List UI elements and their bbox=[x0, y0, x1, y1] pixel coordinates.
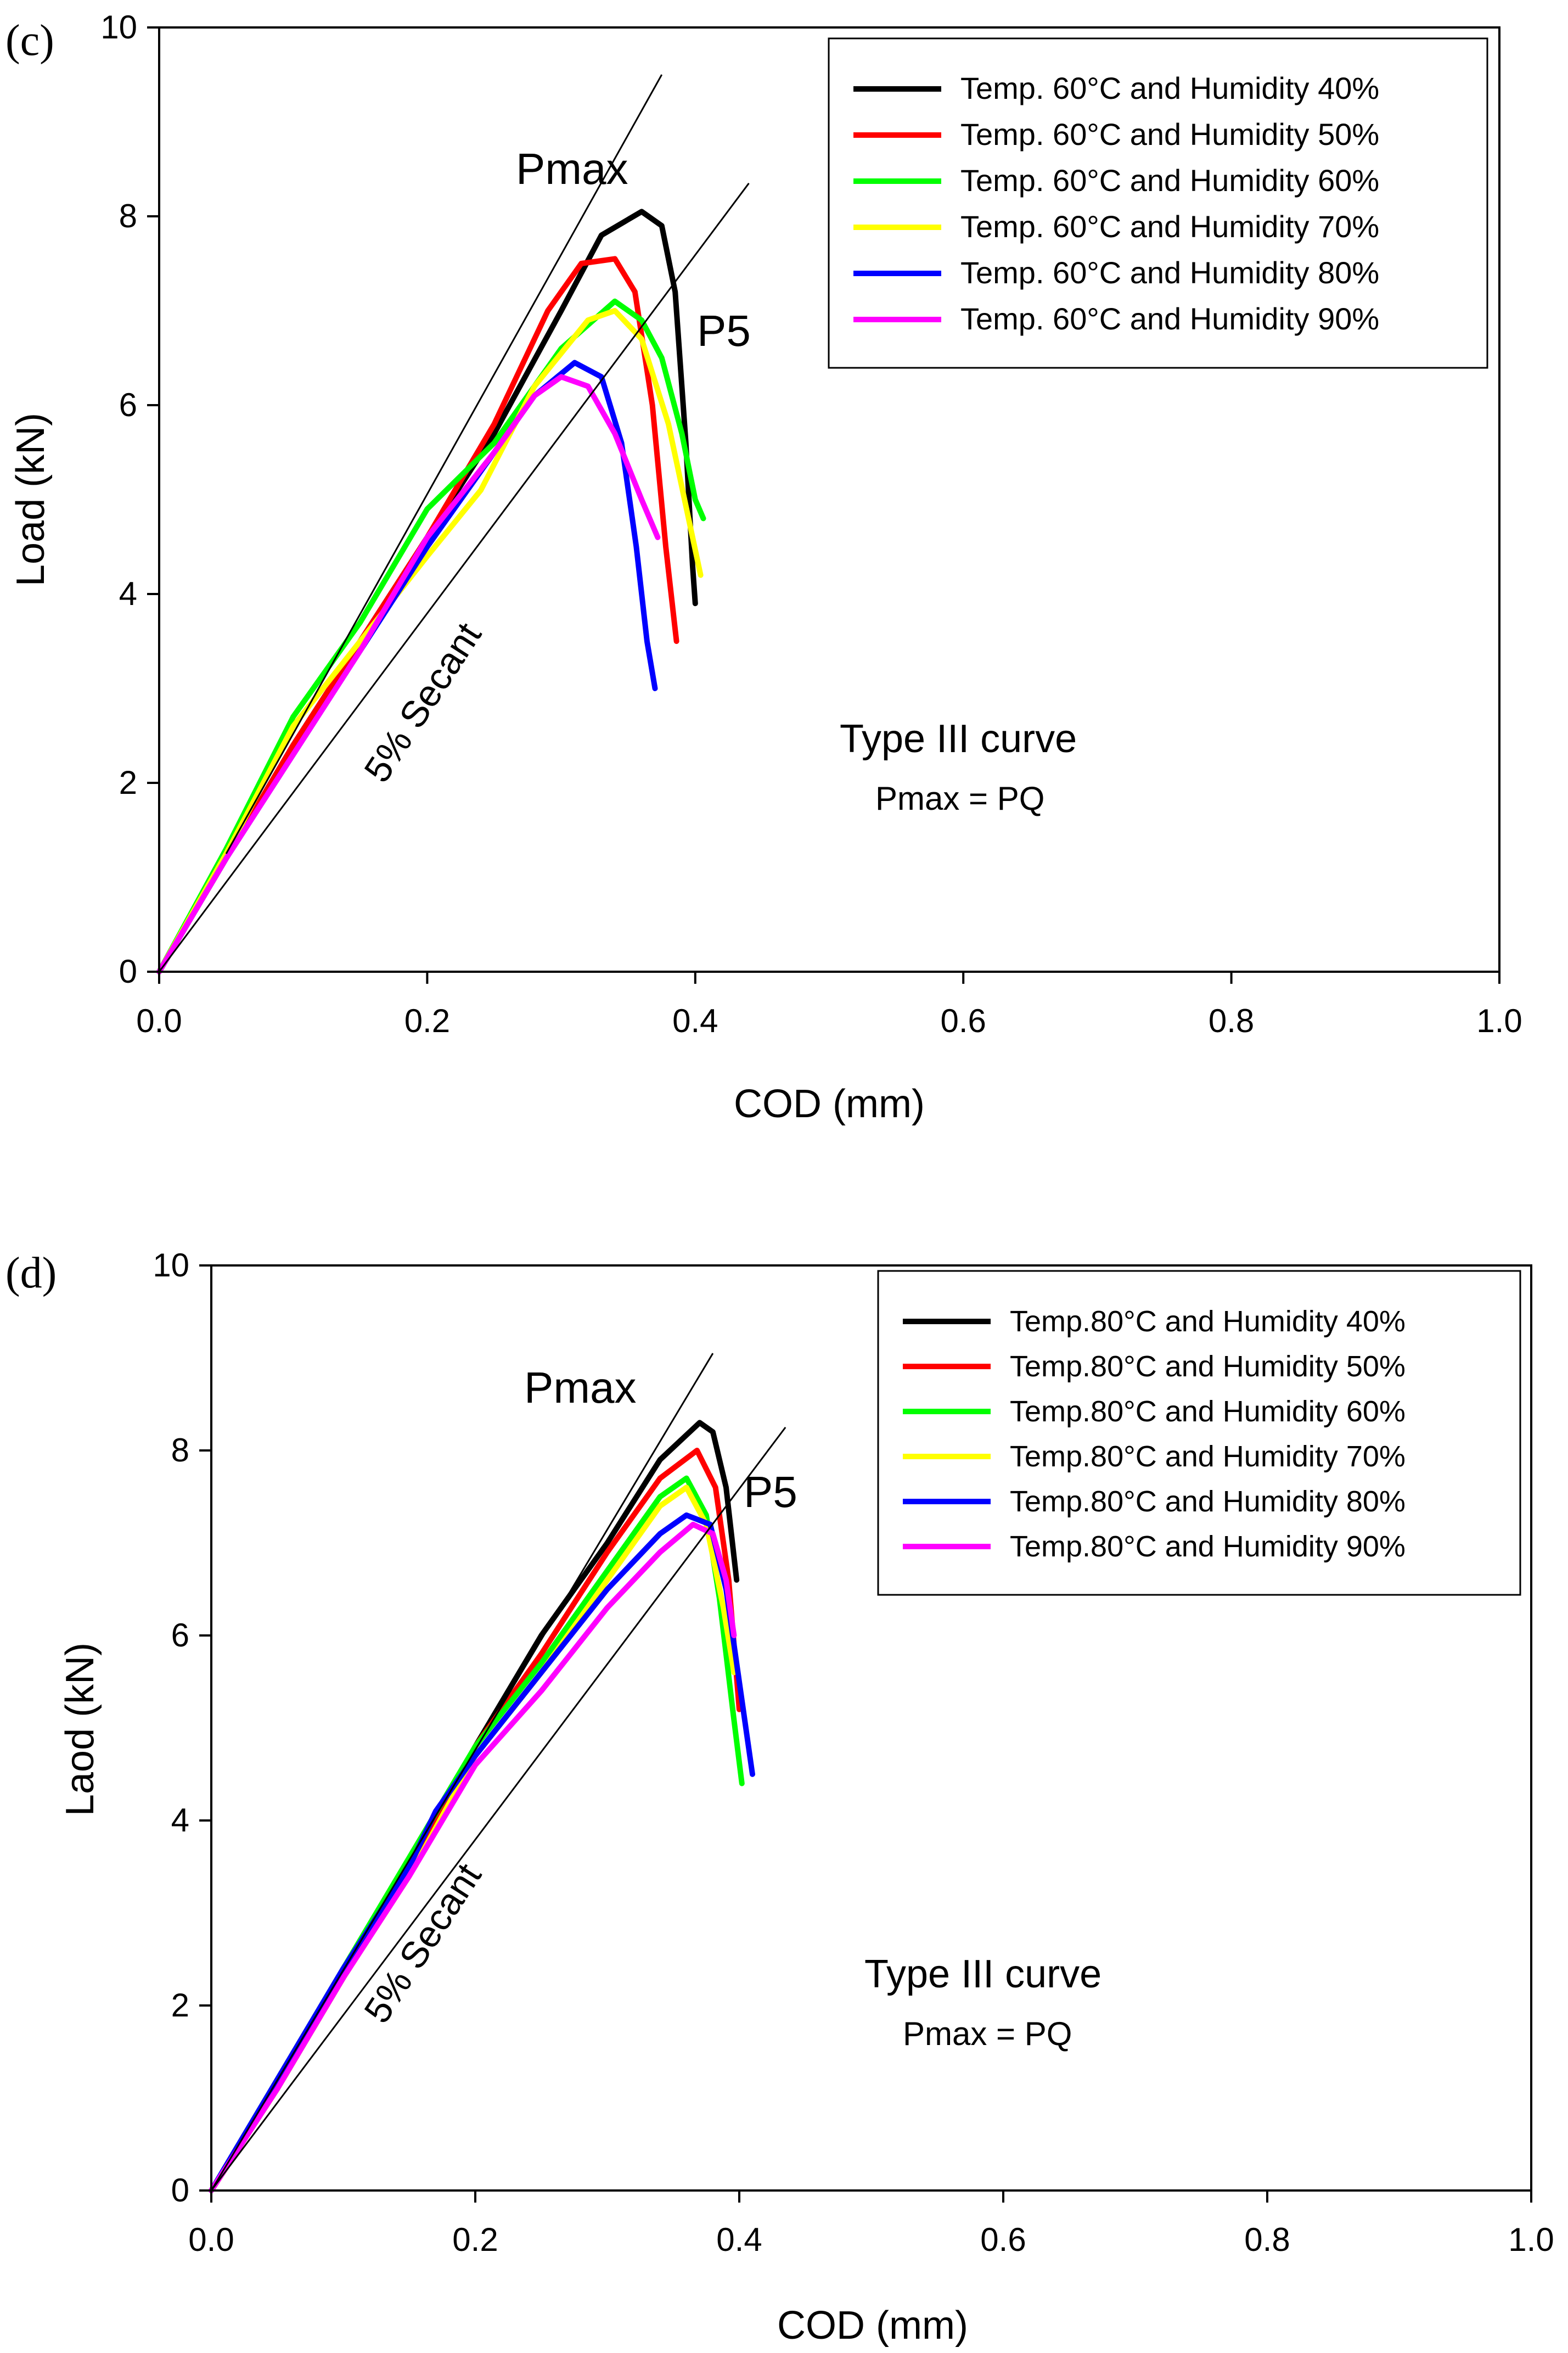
legend: Temp.80°C and Humidity 40% Temp.80°C and … bbox=[877, 1270, 1521, 1596]
legend-label: Temp. 60°C and Humidity 60% bbox=[960, 163, 1379, 198]
axis-ticks: 0.0 0.2 0.4 0.6 0.8 1.0 0 2 4 6 8 10 bbox=[100, 9, 1522, 1039]
series-line-2 bbox=[209, 1448, 742, 2193]
legend: Temp. 60°C and Humidity 40% Temp. 60°C an… bbox=[828, 37, 1488, 369]
x-tick-label: 0.0 bbox=[188, 2221, 234, 2258]
y-tick-label: 10 bbox=[100, 9, 137, 46]
curve-type-label: Type III curve bbox=[840, 717, 1077, 761]
secant-5-percent-line bbox=[210, 1426, 786, 2191]
panel-label: (d) bbox=[5, 1249, 57, 1297]
legend-label: Temp. 60°C and Humidity 80% bbox=[960, 255, 1379, 290]
legend-label: Temp.80°C and Humidity 70% bbox=[1010, 1440, 1406, 1473]
series-line-5 bbox=[156, 360, 658, 974]
y-tick-label: 10 bbox=[153, 1247, 189, 1284]
legend-box bbox=[828, 37, 1488, 369]
y-tick-label: 0 bbox=[171, 2172, 189, 2209]
x-tick-label: 0.6 bbox=[980, 2221, 1026, 2258]
pmax-reference-line bbox=[210, 1353, 714, 2191]
legend-label: Temp.80°C and Humidity 80% bbox=[1010, 1485, 1406, 1518]
secant-label: 5% Secant bbox=[356, 615, 490, 789]
pmax-label: Pmax bbox=[524, 1363, 637, 1412]
legend-label: Temp.80°C and Humidity 90% bbox=[1010, 1530, 1406, 1563]
y-axis-title: Laod (kN) bbox=[58, 1643, 102, 1816]
legend-entries: Temp.80°C and Humidity 40% Temp.80°C and … bbox=[903, 1305, 1406, 1563]
legend-label: Temp.80°C and Humidity 50% bbox=[1010, 1350, 1406, 1383]
x-tick-label: 0.4 bbox=[672, 1002, 718, 1039]
x-tick-label: 1.0 bbox=[1508, 2221, 1554, 2258]
legend-label: Temp. 60°C and Humidity 50% bbox=[960, 117, 1379, 152]
x-tick-label: 0.6 bbox=[940, 1002, 986, 1039]
y-tick-label: 8 bbox=[119, 198, 137, 234]
x-tick-label: 0.0 bbox=[136, 1002, 182, 1039]
y-tick-label: 4 bbox=[171, 1802, 189, 1839]
chart-panel-c: (c) 0.0 0.2 0.4 0.6 0.8 1.0 0 2 4 6 8 10 Pmax P5 5%… bbox=[5, 9, 1522, 1126]
x-tick-label: 0.8 bbox=[1209, 1002, 1254, 1039]
axis-ticks: 0.0 0.2 0.4 0.6 0.8 1.0 0 2 4 6 8 10 bbox=[153, 1247, 1554, 2258]
x-tick-label: 0.8 bbox=[1244, 2221, 1290, 2258]
y-tick-label: 4 bbox=[119, 575, 137, 612]
series-line-2 bbox=[156, 256, 679, 974]
y-tick-label: 2 bbox=[119, 764, 137, 801]
x-axis-title: COD (mm) bbox=[734, 1082, 925, 1126]
pmax-reference-line bbox=[225, 74, 663, 854]
p5-label: P5 bbox=[744, 1467, 797, 1516]
legend-label: Temp.80°C and Humidity 40% bbox=[1010, 1305, 1406, 1338]
y-tick-label: 6 bbox=[119, 386, 137, 423]
series-line-3 bbox=[156, 298, 706, 974]
legend-label: Temp.80°C and Humidity 60% bbox=[1010, 1395, 1406, 1428]
equation-label: Pmax = PQ bbox=[903, 2015, 1072, 2052]
x-axis-title: COD (mm) bbox=[777, 2304, 968, 2348]
series-line-6 bbox=[156, 374, 661, 974]
x-tick-label: 0.4 bbox=[716, 2221, 762, 2258]
series-line-1 bbox=[156, 209, 698, 974]
pmax-label: Pmax bbox=[516, 144, 628, 193]
legend-label: Temp. 60°C and Humidity 40% bbox=[960, 71, 1379, 105]
plot-frame bbox=[210, 1264, 1532, 2192]
legend-entries: Temp. 60°C and Humidity 40% Temp. 60°C an… bbox=[853, 71, 1379, 336]
series-line-6 bbox=[209, 1521, 737, 2193]
x-tick-label: 1.0 bbox=[1476, 1002, 1522, 1039]
legend-label: Temp. 60°C and Humidity 70% bbox=[960, 209, 1379, 244]
y-tick-label: 2 bbox=[171, 1987, 189, 2024]
chart-panel-d: (d) 0.0 0.2 0.4 0.6 0.8 1.0 0 2 4 6 8 10 Pmax P5 5%… bbox=[5, 1247, 1554, 2348]
y-tick-label: 0 bbox=[119, 953, 137, 990]
plot-frame bbox=[158, 26, 1500, 973]
y-tick-label: 8 bbox=[171, 1432, 189, 1469]
equation-label: Pmax = PQ bbox=[875, 780, 1044, 817]
series-layer bbox=[156, 209, 706, 974]
legend-box bbox=[877, 1270, 1521, 1596]
series-line-5 bbox=[209, 1512, 755, 2193]
x-tick-label: 0.2 bbox=[452, 2221, 498, 2258]
secant-5-percent-line bbox=[158, 182, 750, 972]
curve-type-label: Type III curve bbox=[864, 1952, 1101, 1996]
p5-label: P5 bbox=[697, 306, 751, 355]
series-layer bbox=[209, 1420, 755, 2193]
series-line-4 bbox=[156, 308, 704, 974]
x-tick-label: 0.2 bbox=[404, 1002, 450, 1039]
y-tick-label: 6 bbox=[171, 1617, 189, 1654]
panel-label: (c) bbox=[5, 16, 54, 65]
y-axis-title: Load (kN) bbox=[9, 413, 53, 586]
legend-label: Temp. 60°C and Humidity 90% bbox=[960, 301, 1379, 336]
secant-label: 5% Secant bbox=[356, 1856, 490, 2030]
